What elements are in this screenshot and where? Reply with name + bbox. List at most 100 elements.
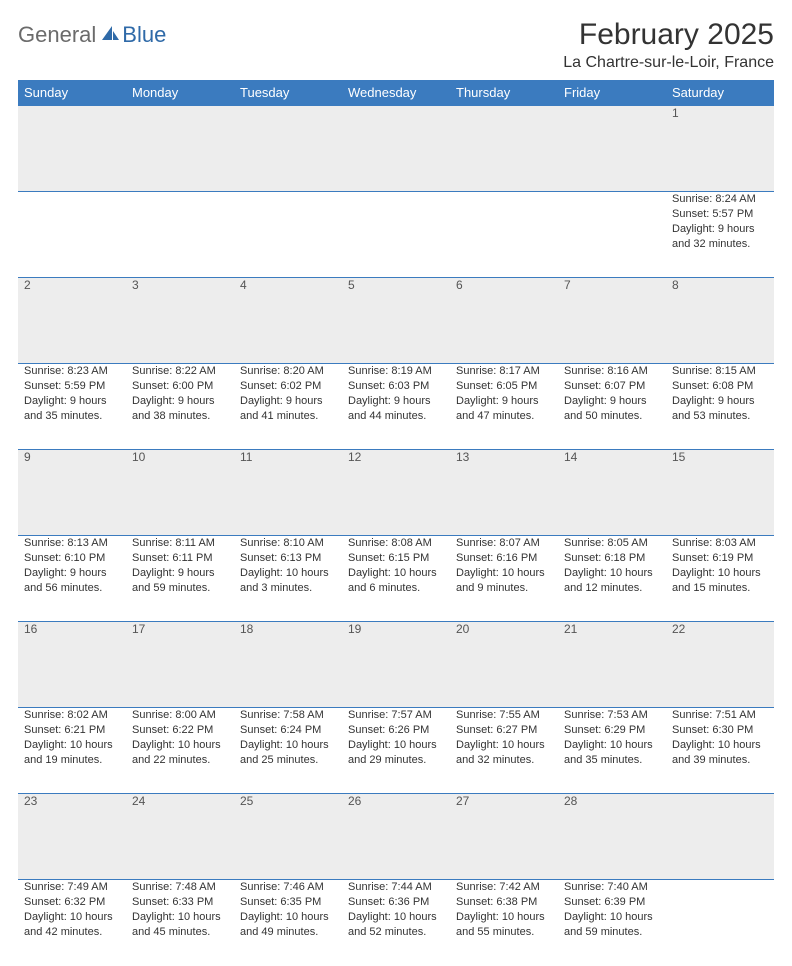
day-detail: Sunrise: 7:40 AMSunset: 6:39 PMDaylight:… — [564, 880, 660, 939]
sunrise-line: Sunrise: 8:02 AM — [24, 708, 120, 723]
daylight-line: Daylight: 9 hours and 47 minutes. — [456, 394, 552, 424]
day-cell: Sunrise: 7:40 AMSunset: 6:39 PMDaylight:… — [558, 880, 666, 966]
day-number: 24 — [126, 794, 234, 880]
week-row: Sunrise: 7:49 AMSunset: 6:32 PMDaylight:… — [18, 880, 774, 966]
daylight-line: Daylight: 10 hours and 39 minutes. — [672, 738, 768, 768]
day-detail: Sunrise: 8:10 AMSunset: 6:13 PMDaylight:… — [240, 536, 336, 595]
sunset-line: Sunset: 6:36 PM — [348, 895, 444, 910]
day-number: 4 — [234, 278, 342, 364]
day-detail: Sunrise: 7:44 AMSunset: 6:36 PMDaylight:… — [348, 880, 444, 939]
week-row: Sunrise: 8:24 AMSunset: 5:57 PMDaylight:… — [18, 192, 774, 278]
daylight-line: Daylight: 9 hours and 50 minutes. — [564, 394, 660, 424]
sunrise-line: Sunrise: 7:42 AM — [456, 880, 552, 895]
sunset-line: Sunset: 6:39 PM — [564, 895, 660, 910]
day-number: 25 — [234, 794, 342, 880]
day-cell — [450, 192, 558, 278]
day-detail: Sunrise: 8:05 AMSunset: 6:18 PMDaylight:… — [564, 536, 660, 595]
sunrise-line: Sunrise: 8:08 AM — [348, 536, 444, 551]
day-cell: Sunrise: 8:15 AMSunset: 6:08 PMDaylight:… — [666, 364, 774, 450]
day-cell: Sunrise: 8:05 AMSunset: 6:18 PMDaylight:… — [558, 536, 666, 622]
sunrise-line: Sunrise: 7:55 AM — [456, 708, 552, 723]
day-cell: Sunrise: 8:10 AMSunset: 6:13 PMDaylight:… — [234, 536, 342, 622]
day-cell: Sunrise: 8:17 AMSunset: 6:05 PMDaylight:… — [450, 364, 558, 450]
day-cell: Sunrise: 8:13 AMSunset: 6:10 PMDaylight:… — [18, 536, 126, 622]
daylight-line: Daylight: 9 hours and 41 minutes. — [240, 394, 336, 424]
sunset-line: Sunset: 6:30 PM — [672, 723, 768, 738]
day-cell: Sunrise: 8:20 AMSunset: 6:02 PMDaylight:… — [234, 364, 342, 450]
sunset-line: Sunset: 6:02 PM — [240, 379, 336, 394]
day-detail: Sunrise: 7:58 AMSunset: 6:24 PMDaylight:… — [240, 708, 336, 767]
day-detail: Sunrise: 8:02 AMSunset: 6:21 PMDaylight:… — [24, 708, 120, 767]
daylight-line: Daylight: 10 hours and 59 minutes. — [564, 910, 660, 940]
day-cell: Sunrise: 7:42 AMSunset: 6:38 PMDaylight:… — [450, 880, 558, 966]
day-number: 2 — [18, 278, 126, 364]
day-number: 14 — [558, 450, 666, 536]
sunrise-line: Sunrise: 7:53 AM — [564, 708, 660, 723]
sunrise-line: Sunrise: 8:16 AM — [564, 364, 660, 379]
day-number — [342, 106, 450, 192]
daynum-row: 16171819202122 — [18, 622, 774, 708]
day-cell: Sunrise: 7:48 AMSunset: 6:33 PMDaylight:… — [126, 880, 234, 966]
daylight-line: Daylight: 10 hours and 9 minutes. — [456, 566, 552, 596]
sunset-line: Sunset: 6:11 PM — [132, 551, 228, 566]
sunset-line: Sunset: 6:21 PM — [24, 723, 120, 738]
sunrise-line: Sunrise: 8:10 AM — [240, 536, 336, 551]
day-header: Sunday — [18, 80, 126, 106]
day-cell: Sunrise: 7:57 AMSunset: 6:26 PMDaylight:… — [342, 708, 450, 794]
day-header-row: Sunday Monday Tuesday Wednesday Thursday… — [18, 80, 774, 106]
daylight-line: Daylight: 10 hours and 55 minutes. — [456, 910, 552, 940]
day-cell: Sunrise: 7:46 AMSunset: 6:35 PMDaylight:… — [234, 880, 342, 966]
daylight-line: Daylight: 10 hours and 49 minutes. — [240, 910, 336, 940]
day-cell: Sunrise: 8:00 AMSunset: 6:22 PMDaylight:… — [126, 708, 234, 794]
sunset-line: Sunset: 6:03 PM — [348, 379, 444, 394]
logo-text-blue: Blue — [122, 22, 166, 48]
day-number: 15 — [666, 450, 774, 536]
day-cell: Sunrise: 7:51 AMSunset: 6:30 PMDaylight:… — [666, 708, 774, 794]
day-detail: Sunrise: 7:48 AMSunset: 6:33 PMDaylight:… — [132, 880, 228, 939]
daylight-line: Daylight: 10 hours and 35 minutes. — [564, 738, 660, 768]
day-detail: Sunrise: 8:22 AMSunset: 6:00 PMDaylight:… — [132, 364, 228, 423]
sunrise-line: Sunrise: 8:05 AM — [564, 536, 660, 551]
sunrise-line: Sunrise: 8:20 AM — [240, 364, 336, 379]
day-cell: Sunrise: 7:55 AMSunset: 6:27 PMDaylight:… — [450, 708, 558, 794]
day-detail: Sunrise: 8:07 AMSunset: 6:16 PMDaylight:… — [456, 536, 552, 595]
day-number — [234, 106, 342, 192]
day-number: 16 — [18, 622, 126, 708]
day-number — [126, 106, 234, 192]
day-number: 27 — [450, 794, 558, 880]
logo-text-general: General — [18, 22, 96, 48]
day-detail: Sunrise: 8:13 AMSunset: 6:10 PMDaylight:… — [24, 536, 120, 595]
day-cell: Sunrise: 7:58 AMSunset: 6:24 PMDaylight:… — [234, 708, 342, 794]
day-number: 19 — [342, 622, 450, 708]
day-cell — [126, 192, 234, 278]
daylight-line: Daylight: 10 hours and 29 minutes. — [348, 738, 444, 768]
sunrise-line: Sunrise: 8:11 AM — [132, 536, 228, 551]
day-header: Friday — [558, 80, 666, 106]
day-number: 12 — [342, 450, 450, 536]
daylight-line: Daylight: 10 hours and 22 minutes. — [132, 738, 228, 768]
day-detail: Sunrise: 7:53 AMSunset: 6:29 PMDaylight:… — [564, 708, 660, 767]
daylight-line: Daylight: 9 hours and 44 minutes. — [348, 394, 444, 424]
sunset-line: Sunset: 6:05 PM — [456, 379, 552, 394]
sunset-line: Sunset: 6:26 PM — [348, 723, 444, 738]
day-detail: Sunrise: 8:11 AMSunset: 6:11 PMDaylight:… — [132, 536, 228, 595]
sunrise-line: Sunrise: 8:15 AM — [672, 364, 768, 379]
day-number — [18, 106, 126, 192]
daylight-line: Daylight: 10 hours and 6 minutes. — [348, 566, 444, 596]
daylight-line: Daylight: 10 hours and 12 minutes. — [564, 566, 660, 596]
sunset-line: Sunset: 6:27 PM — [456, 723, 552, 738]
day-number: 18 — [234, 622, 342, 708]
day-number: 21 — [558, 622, 666, 708]
header: General Blue February 2025 La Chartre-su… — [18, 18, 774, 72]
sunset-line: Sunset: 6:00 PM — [132, 379, 228, 394]
day-cell: Sunrise: 7:53 AMSunset: 6:29 PMDaylight:… — [558, 708, 666, 794]
day-number: 3 — [126, 278, 234, 364]
day-number: 17 — [126, 622, 234, 708]
day-detail: Sunrise: 8:16 AMSunset: 6:07 PMDaylight:… — [564, 364, 660, 423]
day-number: 1 — [666, 106, 774, 192]
sunset-line: Sunset: 6:19 PM — [672, 551, 768, 566]
sunrise-line: Sunrise: 8:13 AM — [24, 536, 120, 551]
sunrise-line: Sunrise: 7:44 AM — [348, 880, 444, 895]
sunset-line: Sunset: 6:08 PM — [672, 379, 768, 394]
sunset-line: Sunset: 6:07 PM — [564, 379, 660, 394]
